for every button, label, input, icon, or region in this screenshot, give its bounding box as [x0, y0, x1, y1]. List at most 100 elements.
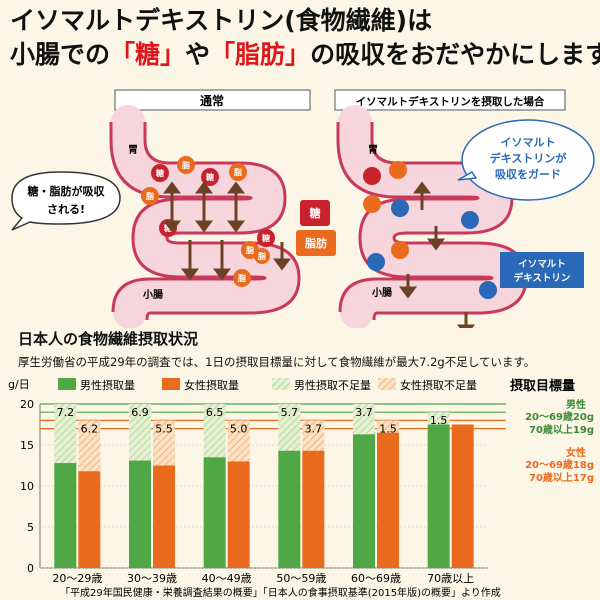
right-bubble-line1: イソマルト	[501, 136, 556, 149]
male-intake-bar	[353, 434, 375, 568]
right-stomach-label: 胃	[368, 144, 378, 156]
male-target-line2: 70歳以上19g	[529, 423, 594, 436]
right-bubble-line3: 吸収をガード	[495, 167, 561, 181]
legend-swatch	[378, 378, 396, 390]
headline-fat: 「脂肪」	[210, 40, 311, 69]
y-axis-label: g/日	[8, 378, 30, 391]
female-intake-bar	[78, 471, 101, 568]
fat-particle	[177, 156, 195, 174]
y-tick-label: 5	[27, 521, 34, 534]
left-speech-bubble: 糖・脂肪が吸収 される!	[11, 171, 121, 231]
headline-sugar: 「糖」	[110, 40, 186, 69]
fat-particle	[141, 187, 159, 205]
male-target-heading: 男性	[566, 398, 586, 411]
female-intake-bar	[302, 450, 325, 568]
headline-pre: 小腸での	[10, 40, 111, 69]
male-deficit-label: 7.2	[57, 406, 75, 419]
female-intake-bar	[153, 465, 175, 568]
fat-particle	[229, 163, 247, 181]
with-fiber-label-box	[334, 89, 566, 111]
female-deficit-label: 1.5	[379, 422, 397, 435]
x-tick-label: 20～29歳	[52, 572, 102, 585]
y-tick-label: 0	[27, 562, 34, 575]
legend-swatch	[272, 378, 290, 390]
male-deficit-bar	[427, 412, 450, 425]
sugar-char: 糖	[164, 223, 172, 233]
with-fiber-label: イソマルトデキストリンを摂取した場合	[356, 95, 545, 108]
female-target-line1: 20～69歳18g	[525, 458, 594, 471]
male-intake-bar	[278, 450, 301, 568]
absorption-arrows	[163, 181, 291, 281]
normal-label-box	[114, 89, 311, 111]
female-target-heading: 女性	[566, 446, 586, 459]
headline-line2: 小腸での「糖」や「脂肪」の吸収をおだやかにします	[10, 38, 600, 72]
male-intake-bar	[129, 460, 151, 568]
fat-char: 脂	[237, 273, 246, 283]
section-note: 厚生労働省の平成29年の調査では、1日の摂取目標量に対して食物繊維が最大7.2g…	[18, 355, 536, 369]
normal-label: 通常	[200, 93, 224, 108]
legend-label: 男性摂取量	[80, 378, 135, 392]
x-tick-label: 40～49歳	[202, 572, 252, 585]
fat-char: 脂	[245, 245, 254, 255]
fiber-label-line1: イソマルト	[518, 259, 566, 270]
female-deficit-label: 3.7	[305, 422, 323, 435]
female-deficit-bar	[227, 420, 250, 462]
male-deficit-label: 1.5	[430, 414, 448, 427]
male-intake-bar	[54, 463, 77, 568]
female-deficit-bar	[78, 420, 101, 472]
male-deficit-bar	[353, 404, 375, 435]
female-deficit-label: 6.2	[81, 422, 99, 435]
legend-label: 男性摂取不足量	[294, 378, 371, 392]
left-intestine-tract	[109, 105, 301, 328]
legend-label: 女性摂取量	[184, 378, 239, 392]
y-tick-label: 10	[20, 480, 34, 493]
fat-char: 脂	[233, 167, 242, 177]
female-deficit-label: 5.0	[230, 422, 248, 435]
legend-swatch	[58, 378, 76, 390]
sugar-particle	[201, 168, 219, 186]
sugar-particle	[257, 229, 275, 247]
right-intestine-label: 小腸	[371, 286, 392, 299]
left-bubble-line1: 糖・脂肪が吸収	[28, 184, 106, 198]
right-arrows	[399, 181, 475, 328]
fat-particle	[233, 269, 251, 287]
fiber-intake-chart: g/日 男性摂取量 女性摂取量 男性摂取不足量 女性摂取不足量 摂取目標量 0 5 10 15 20…	[8, 378, 594, 599]
legend-swatch	[162, 378, 180, 390]
fat-legend	[296, 230, 336, 256]
y-tick-label: 20	[20, 398, 34, 411]
x-tick-label: 30～39歳	[127, 572, 177, 585]
sugar-char: 糖	[206, 172, 214, 182]
x-tick-label: 60～69歳	[351, 572, 401, 585]
target-title: 摂取目標量	[510, 378, 575, 394]
female-deficit-bar	[377, 420, 399, 433]
fat-char: 脂	[181, 160, 190, 170]
x-tick-label: 70歳以上	[427, 572, 474, 585]
source-note: 「平成29年国民健康・栄養調査結果の概要」「日本人の食事摂取基準(2015年版)…	[60, 586, 501, 599]
sugar-particle	[151, 164, 169, 182]
male-deficit-label: 3.7	[355, 406, 373, 419]
male-deficit-label: 6.9	[131, 406, 149, 419]
fat-particle	[254, 248, 270, 264]
section-title: 日本人の食物繊維摂取状況	[18, 330, 199, 348]
fiber-label-line2: デキストリン	[514, 272, 571, 284]
male-intake-bar	[203, 457, 226, 568]
left-stomach-label: 胃	[128, 144, 138, 156]
male-deficit-bar	[129, 404, 151, 461]
fat-char: 脂	[257, 251, 266, 261]
female-target-line2: 70歳以上17g	[529, 471, 594, 484]
x-tick-label: 50～59歳	[276, 572, 326, 585]
sugar-char: 糖	[262, 233, 270, 243]
fiber-label: イソマルト デキストリン	[500, 252, 584, 288]
male-deficit-bar	[278, 404, 301, 451]
right-speech-bubble: イソマルト デキストリンが 吸収をガード	[457, 119, 595, 201]
sugar-legend-label: 糖	[310, 206, 321, 220]
male-deficit-label: 5.7	[281, 406, 299, 419]
left-bubble-line2: される!	[47, 203, 85, 216]
female-intake-bar	[451, 424, 474, 568]
female-intake-bar	[377, 432, 399, 568]
y-tick-label: 15	[20, 439, 34, 452]
male-target-line1: 20～69歳20g	[525, 410, 594, 423]
headline-mid: や	[185, 40, 211, 69]
male-deficit-bar	[203, 404, 226, 458]
sugar-legend	[300, 200, 330, 226]
